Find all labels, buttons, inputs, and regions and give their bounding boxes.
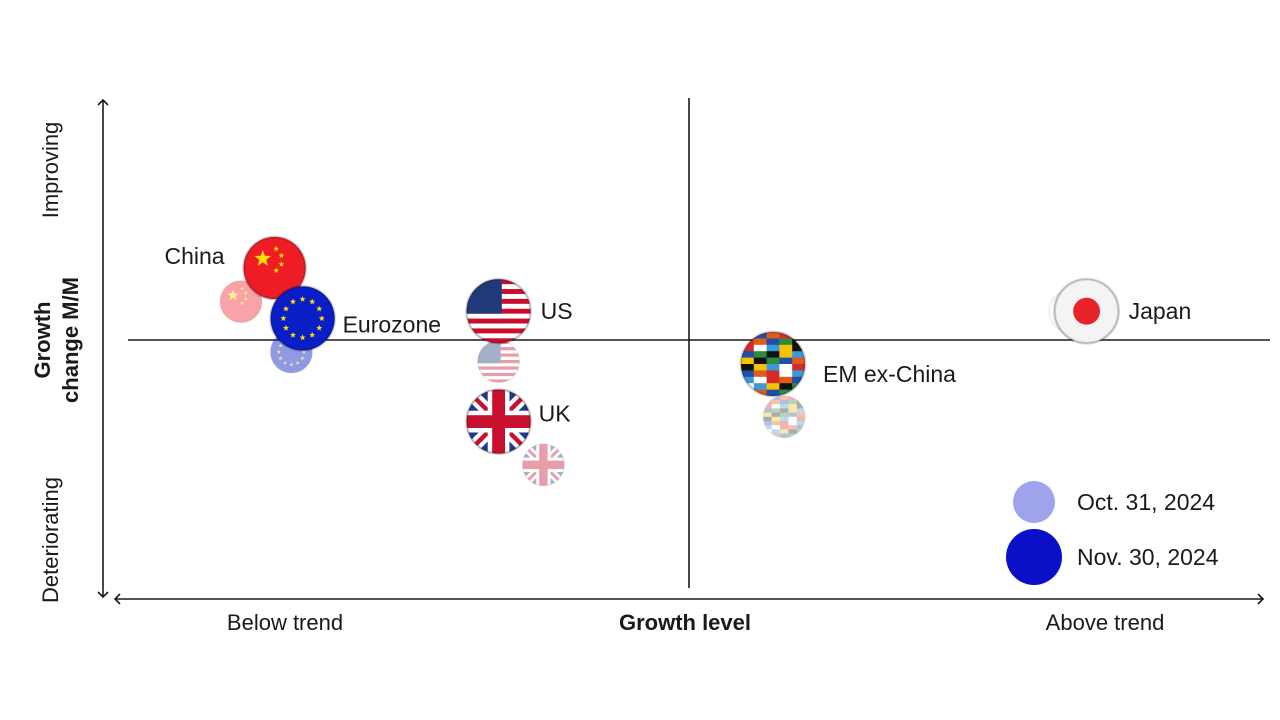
country-labels: China Eurozone US UK EM ex-China Japan — [164, 243, 1191, 427]
marker-em-ex-china-nov — [739, 330, 807, 398]
marker-japan-nov — [1053, 277, 1121, 345]
marker-eurozone-nov — [269, 284, 337, 352]
legend-swatch-nov — [1006, 529, 1062, 585]
label-em-ex-china: EM ex-China — [823, 361, 956, 387]
label-eurozone: Eurozone — [343, 311, 441, 337]
marker-us-oct — [477, 340, 521, 384]
label-uk: UK — [539, 401, 572, 427]
legend-label-nov: Nov. 30, 2024 — [1077, 544, 1219, 570]
label-china: China — [164, 243, 224, 269]
marker-us-nov — [465, 277, 533, 345]
svg-text:change M/M: change M/M — [58, 277, 83, 403]
y-axis-title: Growth change M/M — [30, 277, 83, 403]
legend-label-oct: Oct. 31, 2024 — [1077, 489, 1215, 515]
legend: Oct. 31, 2024 Nov. 30, 2024 — [1006, 481, 1219, 585]
x-axis-title: Growth level — [619, 610, 751, 635]
label-japan: Japan — [1129, 298, 1192, 324]
marker-uk-nov — [465, 388, 533, 456]
marker-uk-oct — [521, 443, 566, 487]
legend-swatch-oct — [1013, 481, 1055, 523]
y-high-label: Improving — [38, 122, 63, 219]
marker-em-ex-china-oct — [762, 395, 806, 439]
svg-text:Growth: Growth — [30, 302, 55, 379]
x-high-label: Above trend — [1046, 610, 1165, 635]
x-low-label: Below trend — [227, 610, 343, 635]
data-marks — [219, 235, 1121, 487]
label-us: US — [541, 298, 573, 324]
y-low-label: Deteriorating — [38, 477, 63, 603]
